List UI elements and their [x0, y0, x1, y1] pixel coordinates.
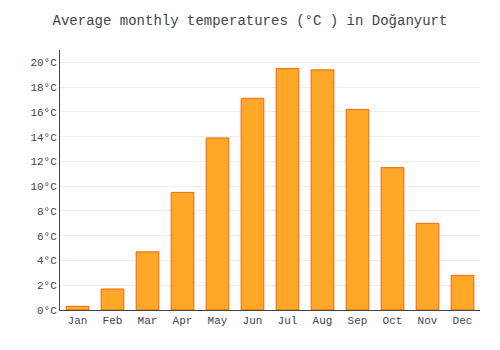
svg-text:8°C: 8°C	[37, 206, 57, 218]
svg-text:Apr: Apr	[173, 315, 193, 327]
svg-text:10°C: 10°C	[30, 181, 57, 193]
svg-text:12°C: 12°C	[30, 156, 57, 168]
svg-text:0°C: 0°C	[37, 305, 57, 317]
svg-text:2°C: 2°C	[37, 280, 57, 292]
svg-text:Dec: Dec	[453, 315, 473, 327]
svg-text:Aug: Aug	[313, 315, 333, 327]
svg-text:6°C: 6°C	[37, 231, 57, 243]
svg-text:4°C: 4°C	[37, 255, 57, 267]
svg-text:Mar: Mar	[138, 315, 158, 327]
svg-text:Nov: Nov	[418, 315, 438, 327]
svg-text:Jun: Jun	[243, 315, 263, 327]
svg-text:Oct: Oct	[383, 315, 403, 327]
svg-text:Sep: Sep	[348, 315, 368, 327]
svg-text:14°C: 14°C	[30, 132, 57, 144]
svg-text:20°C: 20°C	[30, 57, 57, 69]
svg-text:Jan: Jan	[68, 315, 88, 327]
svg-text:16°C: 16°C	[30, 107, 57, 119]
svg-text:Average monthly temperatures (: Average monthly temperatures (°C ) in Do…	[53, 13, 448, 29]
svg-text:Feb: Feb	[103, 315, 123, 327]
svg-text:May: May	[208, 315, 228, 327]
svg-text:18°C: 18°C	[30, 82, 57, 94]
svg-text:Jul: Jul	[278, 315, 298, 327]
